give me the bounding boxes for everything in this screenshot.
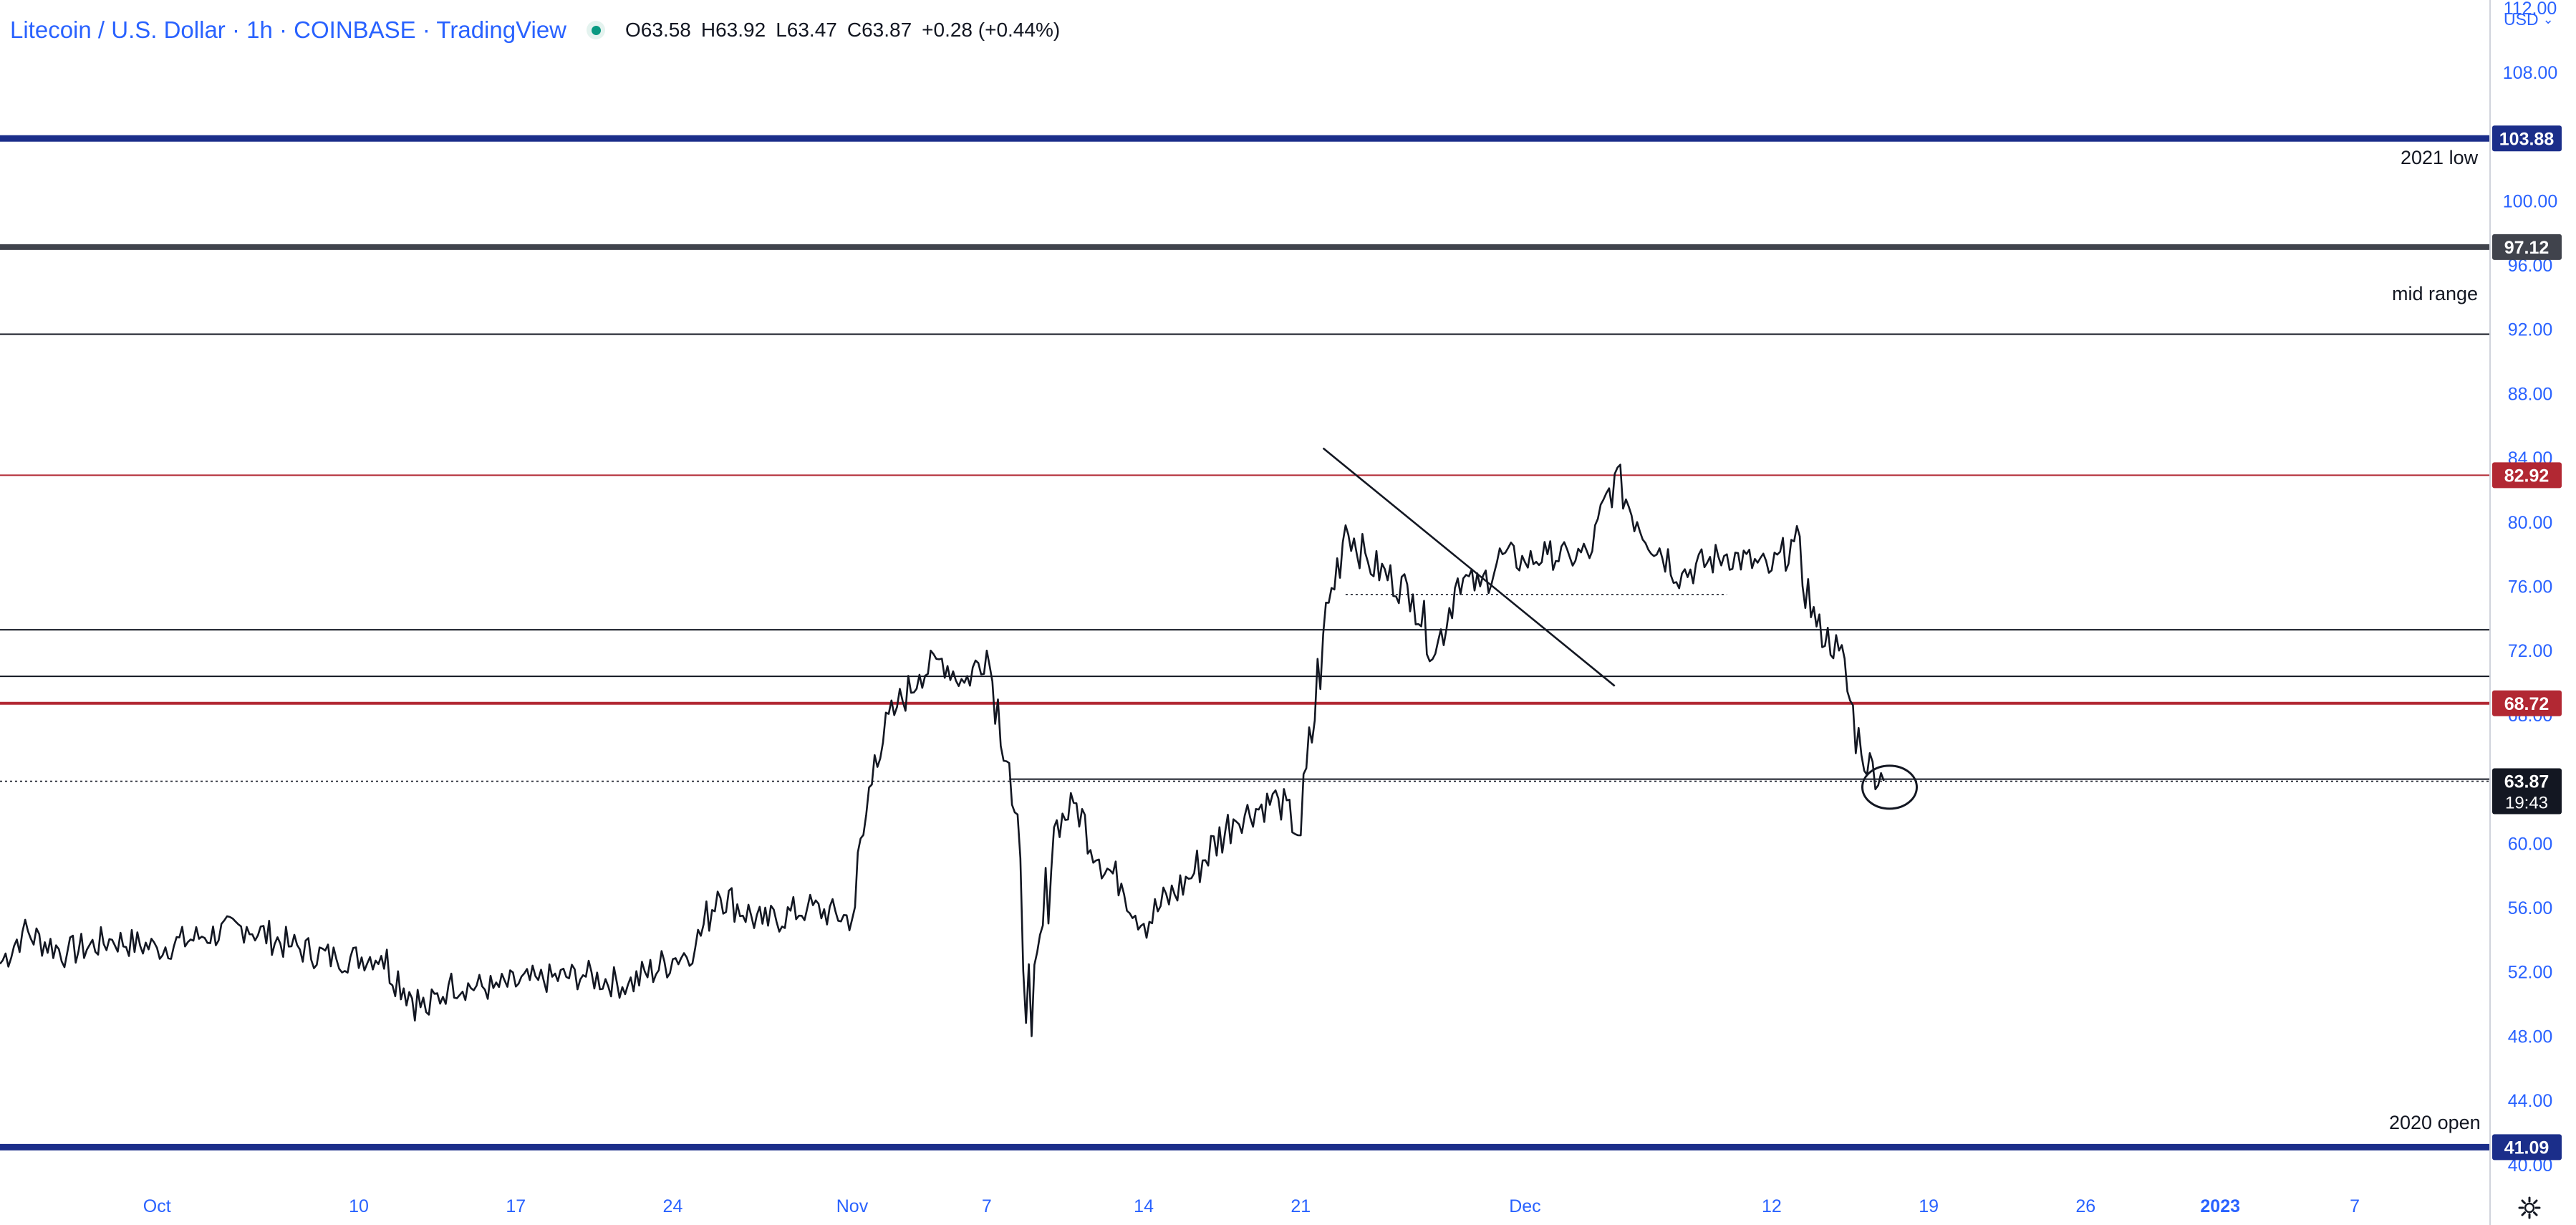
y-tick-label-2: 100.00 (2503, 191, 2557, 211)
x-tick-label-4: Nov (836, 1196, 869, 1216)
chevron-down-icon: ⌄ (2542, 12, 2554, 27)
market-status-icon[interactable] (587, 21, 606, 39)
x-tick-label-3: 24 (663, 1196, 683, 1216)
x-tick-label-11: 26 (2075, 1196, 2095, 1216)
low-label: L (776, 19, 787, 41)
y-tick-label-9: 72.00 (2508, 641, 2553, 661)
level-price-tag-3-text: 68.72 (2504, 694, 2550, 714)
last-price-tag-text: 63.87 (2504, 772, 2550, 792)
currency-selector[interactable]: USD ⌄ (2504, 10, 2554, 29)
y-tick-label-12: 56.00 (2508, 898, 2553, 918)
y-tick-label-8: 76.00 (2508, 577, 2553, 597)
x-tick-label-10: 19 (1919, 1196, 1939, 1216)
drawings-layer (1322, 447, 1918, 810)
circle-drawing (1861, 764, 1918, 810)
high-label: H (700, 19, 716, 41)
static-lines-layer (0, 333, 2489, 782)
y-tick-label-13: 52.00 (2508, 963, 2553, 983)
status-dot-inner (591, 25, 601, 35)
price-axis-layer: 112.00108.00100.0096.0092.0088.0084.0080… (2503, 0, 2557, 1176)
y-tick-label-1: 108.00 (2503, 63, 2557, 83)
price-line (0, 463, 1885, 1037)
level-price-tag-2-bg (2492, 462, 2562, 489)
countdown-text: 19:43 (2505, 794, 2548, 813)
price-axis-border (2489, 0, 2491, 1225)
x-tick-label-7: 21 (1291, 1196, 1311, 1216)
symbol-title[interactable]: Litecoin / U.S. Dollar · 1h · COINBASE ·… (10, 16, 567, 43)
x-tick-label-8: Dec (1509, 1196, 1540, 1216)
ohlc-readout: O63.58 H63.92 L63.47 C63.87 +0.28 (+0.44… (625, 19, 1060, 42)
trendline-drawing (1322, 447, 1616, 687)
low-value: 63.47 (786, 19, 837, 41)
y-tick-label-15: 44.00 (2508, 1091, 2553, 1111)
x-tick-label-5: 7 (982, 1196, 992, 1216)
level-price-tag-4-bg (2492, 1134, 2562, 1161)
level-price-tag-1-text: 97.12 (2504, 238, 2550, 258)
close-value: 63.87 (862, 19, 912, 41)
horizontal-levels-layer (0, 135, 2489, 1150)
y-tick-label-14: 48.00 (2508, 1027, 2553, 1047)
chart-header: Litecoin / U.S. Dollar · 1h · COINBASE ·… (10, 10, 1060, 50)
high-value: 63.92 (715, 19, 766, 41)
x-tick-label-1: 10 (349, 1196, 369, 1216)
level-note-2020-open: 2020 open (2389, 1112, 2481, 1133)
level-price-tag-4-text: 41.09 (2504, 1138, 2550, 1158)
last-price-tag-bg (2492, 768, 2562, 815)
level-note-mid-range: mid range (2392, 283, 2479, 304)
gear-icon[interactable] (2518, 1196, 2541, 1219)
level-note-2021-low: 2021 low (2401, 147, 2479, 168)
level-price-tag-0-text: 103.88 (2499, 129, 2555, 149)
y-tick-label-4: 92.00 (2508, 320, 2553, 340)
currency-label: USD (2504, 10, 2539, 29)
open-label: O (625, 19, 641, 41)
price-series-layer (0, 463, 1885, 1037)
level-price-tag-2-text: 82.92 (2504, 466, 2550, 486)
y-tick-label-5: 88.00 (2508, 384, 2553, 404)
level-price-tag-1-bg (2492, 234, 2562, 260)
time-axis-layer: Oct 10 17 24 Nov 7 14 21 Dec 12 19 26 2023 7 (143, 1196, 2360, 1216)
x-tick-label-9: 12 (1762, 1196, 1782, 1216)
y-tick-label-7: 80.00 (2508, 513, 2553, 533)
y-tick-label-11: 60.00 (2508, 834, 2553, 854)
x-tick-label-13: 7 (2350, 1196, 2360, 1216)
x-tick-label-12: 2023 (2200, 1196, 2240, 1216)
price-tags-layer: 103.88 97.12 82.92 68.72 41.09 63.87 19:43 (2492, 125, 2562, 1161)
x-tick-label-2: 17 (506, 1196, 526, 1216)
x-tick-label-6: 14 (1134, 1196, 1154, 1216)
open-value: 63.58 (640, 19, 691, 41)
level-price-tag-0-bg (2492, 125, 2562, 152)
level-price-tag-3-bg (2492, 690, 2562, 716)
x-tick-label-0: Oct (143, 1196, 171, 1216)
close-label: C (846, 19, 862, 41)
y-tick-label-0: 112.00 (2504, 0, 2557, 19)
change-value: +0.28 (+0.44%) (922, 19, 1061, 41)
